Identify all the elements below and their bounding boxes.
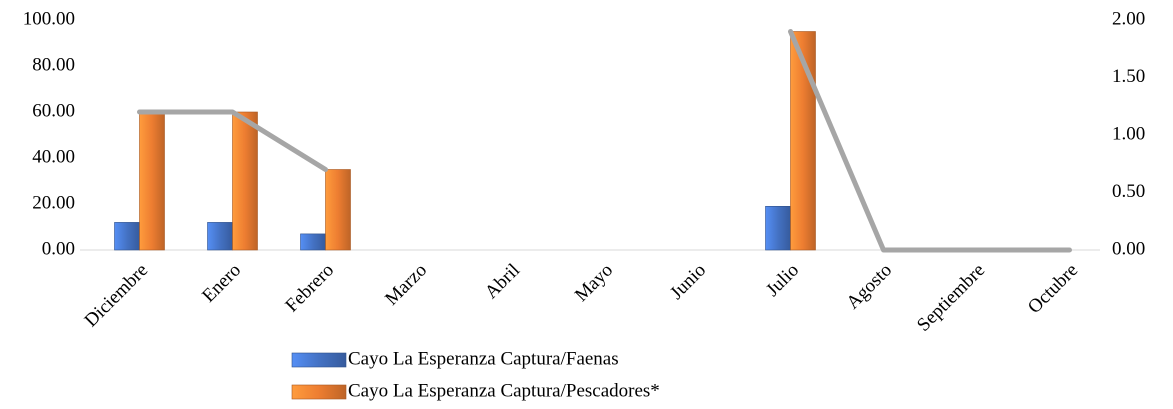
bar bbox=[300, 233, 326, 251]
bar bbox=[790, 31, 816, 251]
x-tick-label: Febrero bbox=[281, 260, 338, 317]
y-tick-label: 100.00 bbox=[23, 8, 75, 29]
y2-tick-label: 2.00 bbox=[1112, 8, 1145, 29]
legend-label: Cayo La Esperanza Captura/Pescadores* bbox=[348, 380, 660, 401]
legend-label: Cayo La Esperanza Captura/Faenas bbox=[348, 348, 619, 369]
y-tick-label: 20.00 bbox=[32, 192, 75, 213]
x-tick-label: Junio bbox=[666, 260, 710, 304]
legend-swatch bbox=[291, 384, 347, 400]
y2-tick-label: 0.50 bbox=[1112, 181, 1145, 202]
y2-tick-label: 0.00 bbox=[1112, 238, 1145, 259]
bar bbox=[139, 111, 165, 251]
x-tick-label: Marzo bbox=[381, 260, 431, 310]
x-tick-label: Enero bbox=[198, 260, 245, 307]
x-tick-label: Agosto bbox=[842, 260, 896, 314]
line bbox=[137, 109, 328, 172]
bar bbox=[207, 222, 233, 251]
bar bbox=[232, 111, 258, 251]
y2-tick-label: 1.00 bbox=[1112, 123, 1145, 144]
x-tick-label: Octubre bbox=[1024, 260, 1082, 318]
x-tick-label: Abril bbox=[481, 260, 524, 303]
x-tick-label: Septiembre bbox=[913, 260, 989, 336]
x-tick-label: Diciembre bbox=[81, 260, 153, 332]
legend-swatch bbox=[291, 352, 347, 368]
y-tick-label: 80.00 bbox=[32, 54, 75, 75]
x-tick-label: Mayo bbox=[571, 260, 617, 306]
bar bbox=[765, 206, 791, 251]
y-tick-label: 0.00 bbox=[42, 238, 75, 259]
x-tick-label: Julio bbox=[762, 260, 803, 301]
line bbox=[788, 29, 1072, 253]
y-tick-label: 60.00 bbox=[32, 100, 75, 121]
y-tick-label: 40.00 bbox=[32, 146, 75, 167]
bar bbox=[325, 169, 351, 251]
bar bbox=[114, 222, 140, 251]
y2-tick-label: 1.50 bbox=[1112, 66, 1145, 87]
